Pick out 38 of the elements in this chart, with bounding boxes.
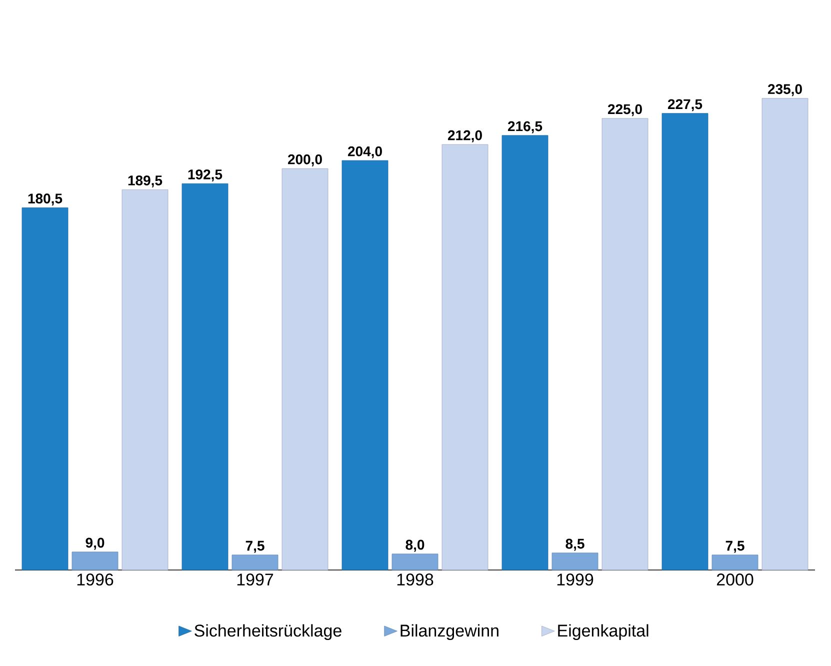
data-label: 7,5 (726, 540, 744, 553)
legend-label: Sicherheitsrücklage (194, 624, 342, 640)
bar (182, 183, 228, 570)
x-tick-label: 2000 (716, 574, 754, 586)
data-label: 216,5 (508, 121, 542, 134)
data-label: 200,0 (288, 154, 322, 166)
data-label: 192,5 (188, 169, 222, 182)
legend-label: Eigenkapital (558, 624, 648, 640)
bar (22, 207, 68, 570)
x-tick-label: 1997 (237, 574, 274, 586)
data-label: 235,0 (768, 84, 802, 96)
data-label: 227,5 (668, 99, 702, 112)
bar (712, 554, 758, 570)
data-label: 180,5 (28, 194, 62, 206)
bar (662, 113, 708, 570)
x-tick-label: 1996 (77, 574, 114, 586)
bar (122, 189, 168, 570)
bar (282, 168, 328, 570)
bar (392, 554, 438, 570)
x-tick-label: 1998 (397, 574, 434, 586)
data-label: 8,5 (566, 538, 584, 551)
bar (342, 160, 388, 570)
data-label: 225,0 (608, 104, 642, 116)
data-label: 204,0 (348, 146, 382, 158)
data-label: 8,0 (406, 540, 424, 552)
bar (72, 552, 118, 570)
bar (232, 554, 278, 570)
legend-label: Bilanzgewinn (400, 624, 498, 640)
bar (502, 135, 548, 570)
bar (602, 118, 648, 570)
data-label: 9,0 (86, 538, 104, 550)
data-label: 189,5 (128, 175, 162, 188)
data-label: 7,5 (246, 540, 264, 553)
x-tick-label: 1999 (557, 574, 594, 586)
bar (552, 552, 598, 570)
bar (762, 98, 808, 570)
data-label: 212,0 (448, 130, 482, 142)
bar (442, 144, 488, 570)
